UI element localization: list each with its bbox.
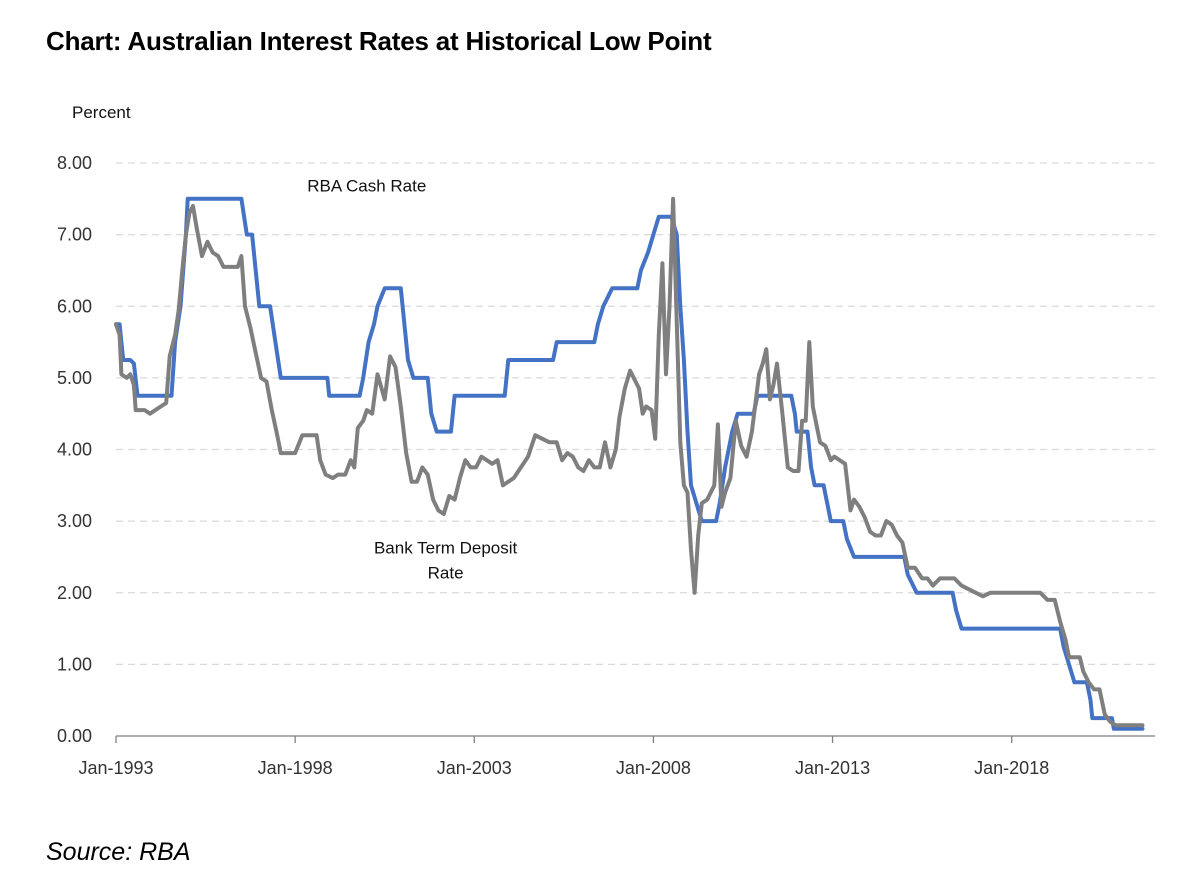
series-lines [114, 196, 1145, 731]
x-tick-label: Jan-1998 [258, 758, 333, 778]
chart-title: Chart: Australian Interest Rates at Hist… [46, 26, 712, 56]
gridlines [116, 162, 1155, 666]
y-tick-label: 0.00 [57, 726, 92, 746]
x-tick-label: Jan-1993 [78, 758, 153, 778]
y-tick-label: 2.00 [57, 583, 92, 603]
x-tick-label: Jan-2008 [616, 758, 691, 778]
y-tick-label: 1.00 [57, 654, 92, 674]
x-tick-label: Jan-2018 [974, 758, 1049, 778]
x-tick-label: Jan-2013 [795, 758, 870, 778]
source-note: Source: RBA [46, 838, 191, 866]
y-tick-label: 8.00 [57, 153, 92, 173]
y-tick-label: 5.00 [57, 368, 92, 388]
y-tick-label: 6.00 [57, 296, 92, 316]
axes: 0.00 1.00 2.00 3.00 4.00 5.00 6.00 7.00 8.00 Jan-… [57, 153, 1155, 778]
series-line-rba-cash-rate [114, 196, 1145, 731]
series-annotation: Rate [428, 563, 464, 582]
annotations: RBA Cash Rate Bank Term Deposit Rate [307, 177, 517, 583]
series-line-bank-term-deposit-rate [114, 196, 1145, 728]
y-tick-label: 7.00 [57, 225, 92, 245]
series-annotation: RBA Cash Rate [307, 177, 426, 196]
y-tick-label: 4.00 [57, 440, 92, 460]
x-tick-label: Jan-2003 [437, 758, 512, 778]
y-axis-unit-label: Percent [72, 103, 131, 122]
series-annotation: Bank Term Deposit [374, 538, 518, 557]
y-tick-label: 3.00 [57, 511, 92, 531]
